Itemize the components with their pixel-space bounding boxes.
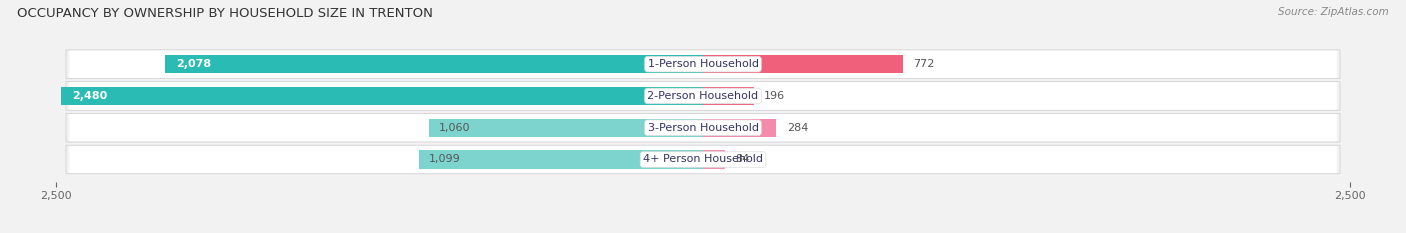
Bar xyxy=(703,119,776,137)
Text: 4+ Person Household: 4+ Person Household xyxy=(643,154,763,164)
Text: Source: ZipAtlas.com: Source: ZipAtlas.com xyxy=(1278,7,1389,17)
Text: 2,078: 2,078 xyxy=(176,59,211,69)
Bar xyxy=(429,119,703,137)
Bar xyxy=(166,55,703,73)
Text: 772: 772 xyxy=(912,59,935,69)
Bar xyxy=(703,87,754,105)
FancyBboxPatch shape xyxy=(69,146,1337,174)
Text: 2,480: 2,480 xyxy=(72,91,107,101)
Text: 196: 196 xyxy=(763,91,785,101)
Text: 1,099: 1,099 xyxy=(429,154,461,164)
FancyBboxPatch shape xyxy=(69,50,1337,78)
Bar xyxy=(703,55,903,73)
Text: OCCUPANCY BY OWNERSHIP BY HOUSEHOLD SIZE IN TRENTON: OCCUPANCY BY OWNERSHIP BY HOUSEHOLD SIZE… xyxy=(17,7,433,20)
Bar xyxy=(703,150,724,169)
Bar xyxy=(419,150,703,169)
Text: 1-Person Household: 1-Person Household xyxy=(648,59,758,69)
FancyBboxPatch shape xyxy=(69,82,1337,110)
Text: 284: 284 xyxy=(787,123,808,133)
Text: 1,060: 1,060 xyxy=(439,123,471,133)
FancyBboxPatch shape xyxy=(69,114,1337,142)
Text: 3-Person Household: 3-Person Household xyxy=(648,123,758,133)
Text: 84: 84 xyxy=(735,154,749,164)
Bar xyxy=(62,87,703,105)
Text: 2-Person Household: 2-Person Household xyxy=(647,91,759,101)
